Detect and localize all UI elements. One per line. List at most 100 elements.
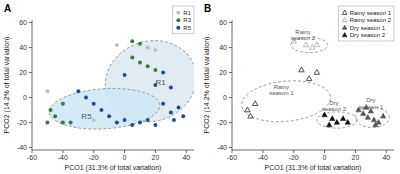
y-tick-label: 60 [219,19,227,26]
x-tick-label: -60 [227,154,237,161]
x-tick-label: 0 [323,154,327,161]
x-axis-line [232,150,394,151]
annotation-line: Dry [366,97,375,103]
point [153,48,157,52]
x-tick [262,150,263,153]
x-tick-label: -20 [89,154,99,161]
legend-marker [176,18,180,22]
point [161,102,165,106]
y-tick [29,47,32,48]
x-axis-label: PCO1 (31.3% of total variation) [65,164,162,172]
series [45,39,157,124]
point [45,121,49,125]
legend-marker [342,25,347,29]
annotation: R5 [81,112,92,121]
point [360,111,365,116]
y-tick-label: -20 [217,119,227,126]
panel-title: A [4,3,11,14]
y-tick [29,97,32,98]
series [245,67,320,118]
x-tick-label: 40 [382,154,390,161]
legend-label: R5 [183,25,191,31]
series [45,43,157,122]
point [248,113,253,118]
x-tick [155,150,156,153]
point [49,108,53,112]
annotation-line: Dry [329,100,338,106]
point [115,121,119,125]
point [138,121,142,125]
y-tick [229,97,232,98]
point [310,45,315,50]
legend-frame [172,6,194,34]
point [161,71,165,75]
y-tick [229,72,232,73]
legend-marker [342,33,347,37]
point [153,68,157,72]
point [177,106,181,110]
x-tick [293,150,294,153]
point [45,89,49,93]
annotation-line: season 1 [359,104,384,110]
panel-title: B [204,3,211,14]
annotation: Dryseason 2 [322,100,347,113]
legend-marker [342,18,347,22]
point [76,89,80,93]
annotation: Rainyseason 1 [269,84,294,97]
panel: -60-40-2002040-40-200204060PCO1 (31.3% o… [203,3,394,172]
point [123,73,127,77]
legend-label: Rainy season 2 [350,17,392,23]
legend-frame [339,6,394,41]
x-tick [124,150,125,153]
y-tick [229,22,232,23]
series [322,112,351,127]
annotation-line: season 1 [269,90,294,96]
y-tick [229,147,232,148]
y-tick-label: 40 [219,44,227,51]
y-tick-label: 60 [19,19,27,26]
plot-area [242,38,390,129]
series [76,71,185,128]
ellipse [49,88,160,129]
y-axis-line [32,20,33,150]
point [172,118,176,122]
annotation: Dryseason 1 [359,97,384,110]
point [99,108,103,112]
x-tick-label: -60 [27,154,37,161]
annotation-line: Rainy [274,84,289,90]
x-tick-label: -20 [289,154,299,161]
point [340,116,345,121]
point [146,118,150,122]
axes: -60-40-2002040-40-200204060 [17,19,194,161]
annotation: Rainyseason 2 [291,29,316,42]
y-tick-label: 20 [219,69,227,76]
point [107,114,111,118]
point [314,42,319,47]
annotation-line: Rainy [295,29,310,35]
point [123,118,127,122]
x-axis-line [32,150,194,151]
legend-marker [342,10,347,14]
legend-label: Dry season 2 [350,32,386,38]
point [322,112,327,117]
x-axis-label: PCO1 (31.3% of total variation) [265,164,362,172]
point [299,67,304,72]
y-tick-label: 0 [223,94,227,101]
point [327,122,332,127]
point [371,117,376,122]
point [252,101,257,106]
legend: R1R3R5 [172,6,194,34]
ellipse [355,108,389,128]
point [314,70,319,75]
point [153,123,157,127]
x-tick [324,150,325,153]
legend: Rainy season 1Rainy season 2Dry season 1… [339,6,394,41]
point [138,42,142,46]
legend-label: R3 [183,17,191,23]
y-axis-label: PCO2 (14.2% of total variation) [203,37,211,134]
x-tick [232,150,233,153]
point [138,61,142,65]
point [169,86,173,90]
annotation-line: season 2 [291,35,316,41]
y-tick-label: 0 [23,94,27,101]
